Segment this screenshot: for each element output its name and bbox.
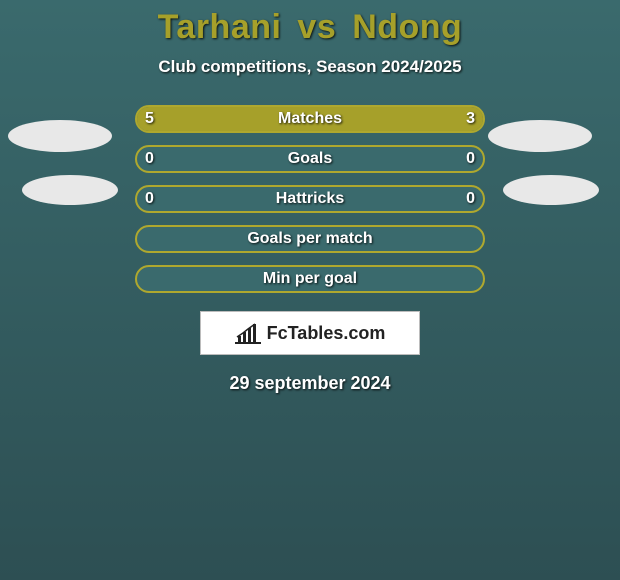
stat-value-right: 0 <box>466 145 475 173</box>
stat-label: Goals <box>135 145 485 173</box>
date-text: 29 september 2024 <box>0 373 620 394</box>
stat-value-right: 0 <box>466 185 475 213</box>
stat-row: Hattricks0 0 <box>135 185 485 213</box>
stat-row: Goals0 0 <box>135 145 485 173</box>
stat-label: Matches <box>135 105 485 133</box>
stat-value-right: 3 <box>466 105 475 133</box>
subtitle: Club competitions, Season 2024/2025 <box>0 57 620 77</box>
page-title: Tarhani vs Ndong <box>0 0 620 47</box>
stat-label: Min per goal <box>135 265 485 293</box>
stat-value-left: 0 <box>145 145 154 173</box>
player1-name: Tarhani <box>158 8 282 46</box>
decorative-ellipse <box>503 175 599 205</box>
stat-row: Matches5 3 <box>135 105 485 133</box>
player2-name: Ndong <box>352 8 462 46</box>
decorative-ellipse <box>8 120 112 152</box>
stat-label: Hattricks <box>135 185 485 213</box>
stat-row: Goals per match <box>135 225 485 253</box>
decorative-ellipse <box>22 175 118 205</box>
bar-chart-icon <box>235 322 261 344</box>
decorative-ellipse <box>488 120 592 152</box>
stat-label: Goals per match <box>135 225 485 253</box>
source-logo: FcTables.com <box>200 311 420 355</box>
vs-text: vs <box>297 8 336 46</box>
stat-value-left: 5 <box>145 105 154 133</box>
source-logo-text: FcTables.com <box>267 323 386 344</box>
stat-row: Min per goal <box>135 265 485 293</box>
comparison-infographic: Tarhani vs Ndong Club competitions, Seas… <box>0 0 620 580</box>
stat-value-left: 0 <box>145 185 154 213</box>
